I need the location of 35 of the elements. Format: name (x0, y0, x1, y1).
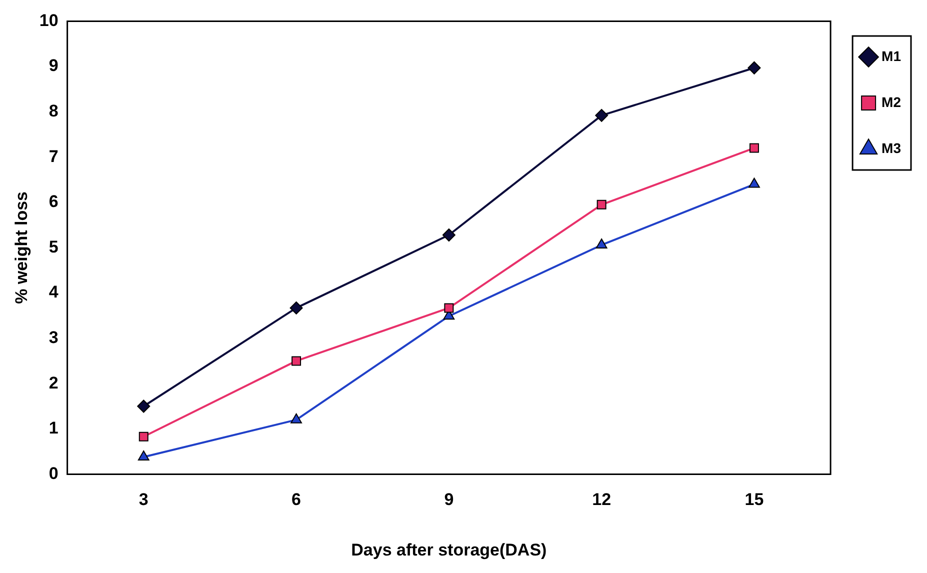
x-tick-label: 12 (592, 490, 612, 510)
point (596, 200, 606, 210)
point (290, 301, 303, 314)
y-tick-label: 2 (48, 373, 58, 392)
point (748, 178, 760, 188)
x-tick-label: 15 (744, 490, 764, 510)
y-tick-label: 10 (39, 10, 58, 30)
y-tick-label: 8 (48, 101, 58, 120)
y-tick-label: 9 (48, 56, 58, 76)
point (444, 303, 454, 313)
point (749, 143, 759, 153)
point (137, 400, 150, 413)
y-tick-label: 6 (48, 192, 58, 212)
point (442, 228, 456, 242)
x-tick-label: 3 (138, 490, 148, 510)
point (138, 450, 150, 460)
legend-label: M3 (882, 140, 902, 156)
point (138, 432, 148, 442)
x-tick-label: 6 (292, 490, 302, 510)
y-tick-label: 5 (48, 237, 58, 256)
point (292, 356, 302, 366)
x-tick-label: 9 (444, 490, 454, 510)
point (596, 238, 608, 248)
point (595, 108, 608, 122)
y-tick-label: 1 (48, 418, 58, 438)
y-tick-label: 3 (48, 328, 58, 347)
y-tick-label: 4 (48, 282, 59, 302)
point (748, 61, 761, 74)
legend-label: M2 (882, 94, 902, 110)
legend-label: M1 (882, 48, 902, 64)
y-tick-label: 0 (48, 464, 58, 483)
x-axis-title: Days after storage(DAS) (351, 540, 547, 560)
point (290, 413, 302, 424)
y-axis-title: % weight loss (12, 191, 31, 304)
y-tick-label: 7 (48, 146, 58, 166)
